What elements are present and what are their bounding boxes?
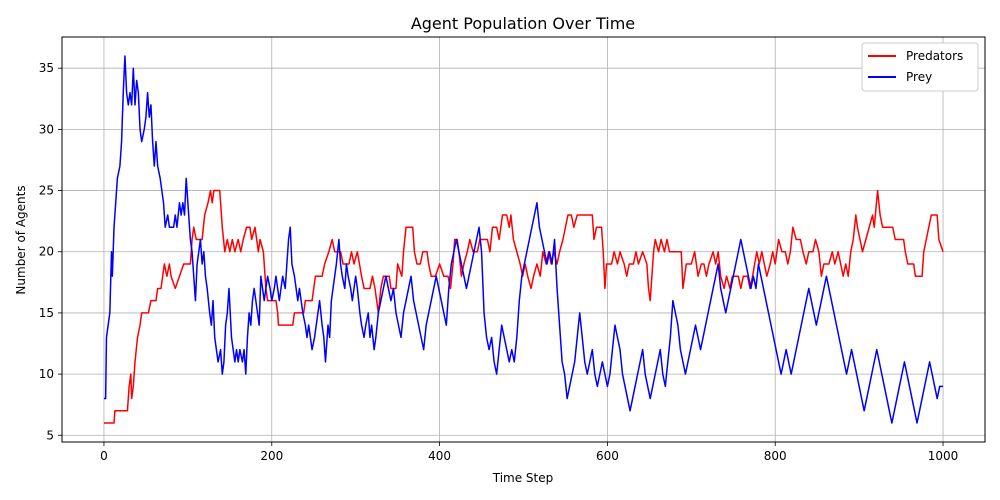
axis-ticks: 0 200 400 600 800 1000 5 10 15 20 25 30 35	[39, 61, 959, 463]
x-tick-label: 1000	[928, 449, 959, 463]
y-tick-label: 10	[39, 367, 54, 381]
y-tick-label: 20	[39, 245, 54, 259]
legend-label-predators: Predators	[906, 49, 963, 63]
chart-title: Agent Population Over Time	[411, 14, 635, 33]
series-line-prey	[103, 55, 944, 424]
y-tick-label: 25	[39, 184, 54, 198]
series-layer	[103, 55, 944, 424]
x-tick-label: 800	[764, 449, 787, 463]
y-tick-label: 15	[39, 306, 54, 320]
x-tick-label: 0	[100, 449, 108, 463]
x-axis-label: Time Step	[492, 471, 554, 485]
series-line-predators	[103, 189, 944, 424]
x-tick-label: 400	[428, 449, 451, 463]
plot-frame	[61, 36, 986, 443]
x-tick-label: 200	[260, 449, 283, 463]
legend: Predators Prey	[861, 42, 979, 92]
x-tick-label: 600	[596, 449, 619, 463]
y-tick-label: 30	[39, 122, 54, 136]
y-axis-label: Number of Agents	[14, 185, 28, 294]
y-tick-label: 5	[46, 428, 54, 442]
legend-label-prey: Prey	[906, 70, 932, 84]
y-tick-label: 35	[39, 61, 54, 75]
